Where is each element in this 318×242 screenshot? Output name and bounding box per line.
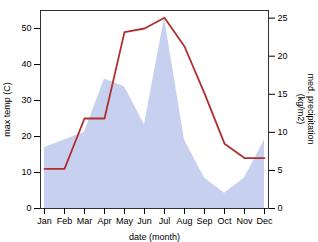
svg-text:25: 25 (278, 13, 288, 23)
svg-text:0: 0 (278, 203, 283, 213)
svg-text:Jul: Jul (159, 216, 171, 226)
svg-text:Nov: Nov (236, 216, 253, 226)
svg-text:15: 15 (278, 89, 288, 99)
svg-text:Feb: Feb (57, 216, 73, 226)
svg-text:20: 20 (21, 131, 31, 141)
svg-text:20: 20 (278, 51, 288, 61)
svg-text:max temp (C): max temp (C) (2, 82, 12, 137)
svg-text:10: 10 (278, 127, 288, 137)
svg-text:50: 50 (21, 23, 31, 33)
svg-text:Aug: Aug (176, 216, 192, 226)
svg-text:med. precipitation(kg/m2): med. precipitation(kg/m2) (296, 73, 316, 144)
svg-text:40: 40 (21, 59, 31, 69)
svg-text:Apr: Apr (97, 216, 111, 226)
svg-text:Dec: Dec (256, 216, 273, 226)
svg-text:10: 10 (21, 167, 31, 177)
svg-text:May: May (116, 216, 134, 226)
svg-text:date (month): date (month) (129, 232, 180, 242)
svg-text:Jun: Jun (137, 216, 152, 226)
svg-text:Mar: Mar (77, 216, 93, 226)
svg-text:Oct: Oct (217, 216, 232, 226)
svg-text:30: 30 (21, 95, 31, 105)
svg-text:Sep: Sep (196, 216, 212, 226)
svg-text:0: 0 (26, 203, 31, 213)
svg-text:Jan: Jan (37, 216, 52, 226)
svg-text:5: 5 (278, 165, 283, 175)
